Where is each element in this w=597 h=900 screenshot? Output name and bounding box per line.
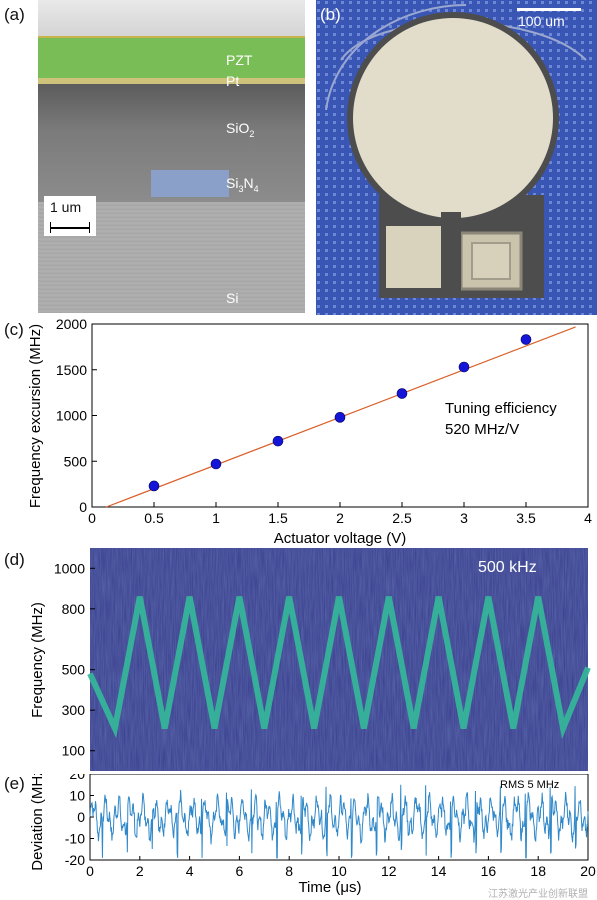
chart-c-point [210, 458, 222, 470]
panel-d: (d) 100 300 500 800 1000 Frequency (MHz) 500… [0, 548, 597, 774]
chart-e-line [89, 784, 589, 859]
chart-c-xtick-label: 1.5 [268, 510, 288, 526]
scale-bar-a [44, 196, 96, 236]
panel-a: (a) PZT Pt SiO2 Si3N4 Si 1 um [0, 0, 310, 315]
chart-c-point [520, 334, 532, 345]
scale-bar-b-label: 100 um [518, 13, 565, 29]
chart-e-xtick-label: 8 [285, 863, 293, 879]
chart-c-point [148, 480, 160, 492]
chart-c-xtick-label: 3.5 [516, 510, 536, 526]
chart-d-ytick-label: 100 [62, 743, 86, 759]
chart-e-xtick-label: 14 [431, 863, 447, 879]
chart-e-xtick-label: 20 [580, 863, 596, 879]
chart-d-ytick-label: 1000 [54, 560, 85, 576]
scale-bar-b [517, 8, 581, 11]
chart-c-xtick-label: 0.5 [144, 510, 164, 526]
chart-c-point [334, 412, 346, 423]
panel-b-label: (b) [320, 5, 341, 24]
chart-c-xtick-label: 3 [460, 510, 468, 526]
chart-e-ytick-label: 10 [69, 788, 85, 804]
panel-e: (e) 0 2 4 6 8 10 12 14 16 18 20 -20 -10 0 10 20 Time (μ… [0, 774, 597, 900]
chart-c-xtick-label: 4 [584, 510, 592, 526]
chart-e-xtick-label: 10 [331, 863, 347, 879]
layer-label-si: Si [226, 290, 239, 306]
chart-c-point [396, 388, 408, 399]
chart-c: 0 0.5 1 1.5 2 2.5 3 3.5 4 0 500 1000 1500 2000 Actuat… [27, 318, 592, 547]
chart-c-annotation-line2: 520 MHz/V [445, 421, 519, 438]
chart-d: 100 300 500 800 1000 Frequency (MHz) 500 kHz [29, 548, 591, 771]
panel-e-label: (e) [4, 774, 25, 793]
chart-d-ytick-label: 800 [62, 601, 86, 617]
sem-image: PZT Pt SiO2 Si3N4 Si 1 um [38, 0, 305, 313]
chart-e-xtick-label: 12 [381, 863, 397, 879]
chart-c-ytick-label: 2000 [56, 318, 87, 332]
watermark: 江苏激光产业创新联盟 [488, 889, 588, 900]
layer-label-si3n4: Si3N4 [226, 175, 259, 194]
chart-c-xlabel: Actuator voltage (V) [274, 530, 407, 547]
chart-c-xtick-label: 0 [88, 510, 96, 526]
chart-c-xtick-label: 2 [336, 510, 344, 526]
chart-e-xtick-label: 6 [236, 863, 244, 879]
pzt-layer [38, 36, 305, 80]
chart-c-point [272, 435, 284, 447]
chart-c-ytick-label: 1500 [56, 362, 87, 378]
layer-label-pzt: PZT [226, 52, 253, 68]
chart-e-ytick-label: 0 [77, 809, 85, 825]
chart-c-ytick-label: 500 [64, 453, 88, 469]
panel-c-label: (c) [4, 320, 24, 339]
chart-e-xtick-label: 16 [481, 863, 497, 879]
chart-e-ytick-label: -10 [65, 831, 85, 847]
chart-c-point [458, 361, 470, 373]
chart-e-xlabel: Time (μs) [298, 879, 361, 896]
chart-e-ytick-label: 20 [69, 774, 85, 782]
chart-d-trace [87, 596, 591, 739]
chart-c-ylabel: Frequency excursion (MHz) [27, 324, 44, 508]
chart-d-ytick-label: 500 [62, 662, 86, 678]
scale-bar-a-label: 1 um [50, 199, 82, 215]
chart-e-ytick-label: -20 [65, 852, 85, 868]
panel-c: (c) 0 0.5 1 1.5 2 2.5 3 3.5 4 0 500 1000 1500 2000 Ac… [0, 318, 597, 548]
chart-d-annotation: 500 kHz [478, 559, 537, 576]
chart-e-xtick-label: 18 [530, 863, 546, 879]
chart-d-ylabel: Frequency (MHz) [29, 602, 46, 718]
layer-label-sio2: SiO2 [226, 120, 255, 139]
chart-e-xtick-label: 0 [86, 863, 94, 879]
chart-e-xtick-label: 4 [186, 863, 194, 879]
chart-c-ytick-label: 0 [79, 499, 87, 515]
pt-layer [38, 78, 305, 84]
panel-d-label: (d) [4, 550, 25, 569]
chart-e-ylabel: Deviation (MHz) [29, 774, 46, 871]
chart-c-annotation-line1: Tuning efficiency [445, 400, 557, 417]
chart-c-xtick-label: 2.5 [392, 510, 412, 526]
micrograph-image [316, 0, 597, 315]
chart-e-xtick-label: 2 [136, 863, 144, 879]
panel-b: (b) 100 um [316, 0, 597, 315]
chart-c-ytick-label: 1000 [56, 408, 87, 424]
chart-c-xtick-label: 1 [212, 510, 220, 526]
panel-a-label: (a) [4, 5, 25, 24]
layer-label-pt: Pt [226, 73, 240, 89]
chart-d-ytick-label: 300 [62, 702, 86, 718]
si3n4-core [151, 170, 229, 197]
chart-e-annotation: RMS 5 MHz [500, 779, 559, 791]
